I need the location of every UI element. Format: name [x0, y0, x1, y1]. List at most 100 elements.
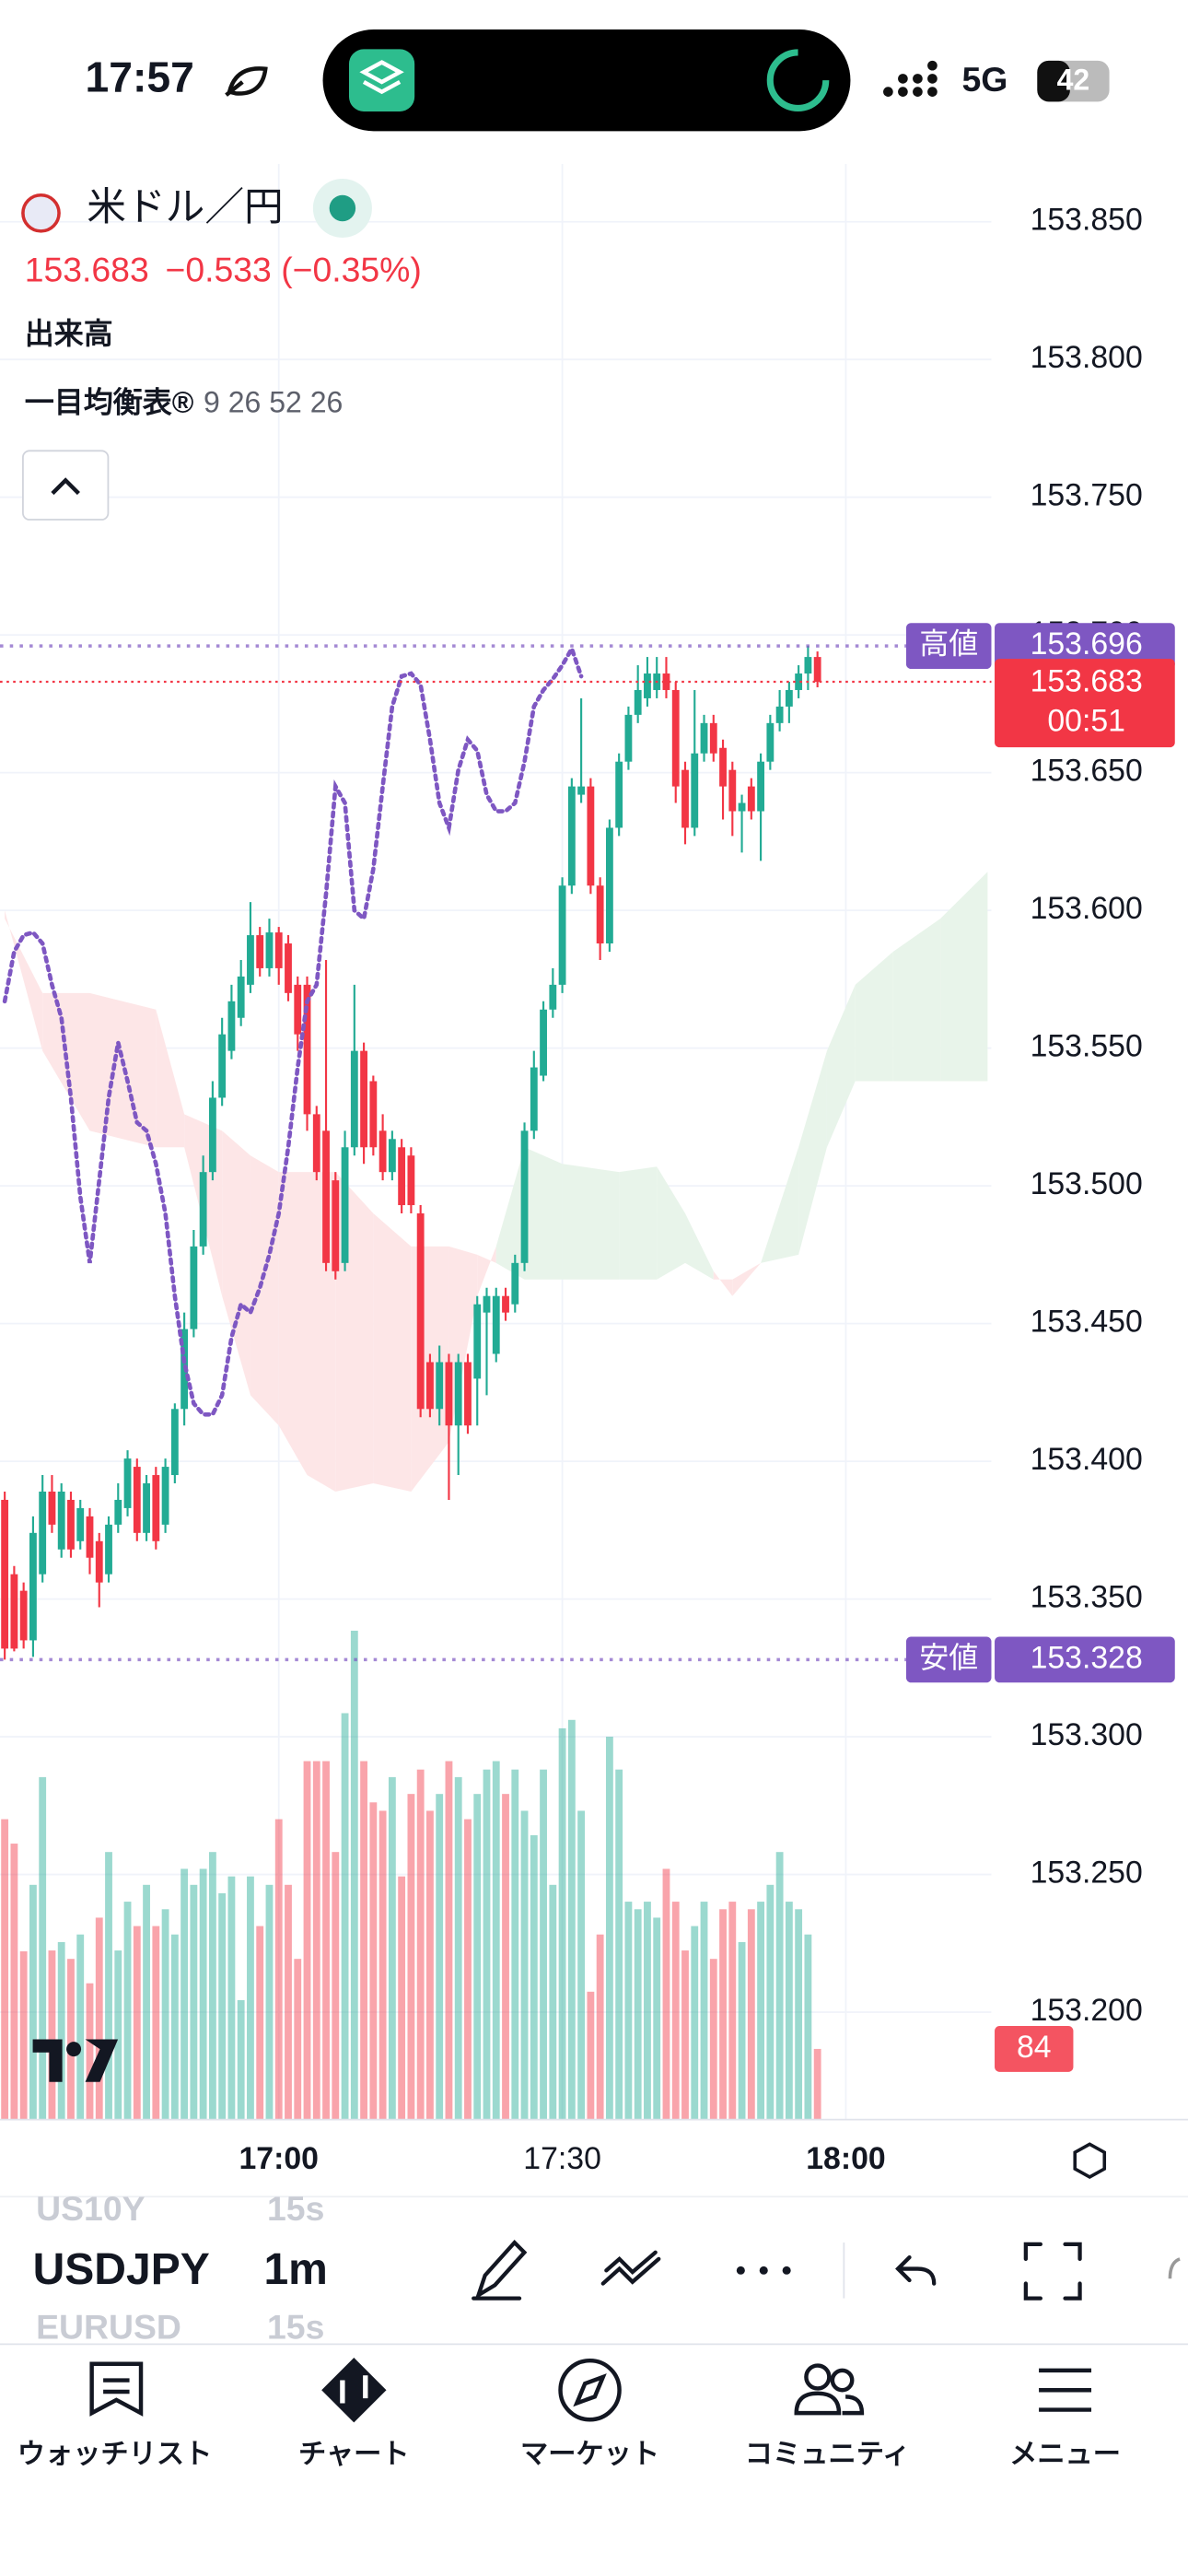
volume-bar [502, 1794, 509, 2120]
nav-label[interactable]: ウォッチリスト [17, 2439, 213, 2469]
volume-bar [265, 1884, 274, 2120]
candle-body [691, 753, 699, 828]
y-tick-label: 153.800 [1031, 340, 1143, 375]
candle-body [388, 1139, 396, 1173]
chart-icon[interactable] [321, 2358, 387, 2423]
nav-label[interactable]: メニュー [1009, 2439, 1121, 2469]
network-type: 5G [961, 60, 1007, 99]
market-icon[interactable] [558, 2358, 622, 2422]
interval-selected[interactable]: 1m [263, 2245, 327, 2294]
watchlist-icon[interactable] [89, 2361, 144, 2417]
candle-body [208, 1097, 216, 1173]
activity-ring [766, 49, 830, 111]
community-icon[interactable] [804, 2363, 832, 2391]
candle-body [681, 769, 689, 828]
symbol-option[interactable]: EURUSD [36, 2307, 181, 2346]
volume-bar [728, 1902, 737, 2120]
volume-bar [492, 1761, 500, 2120]
price-line: 153.683 −0.533 (−0.35%) [25, 250, 422, 288]
volume-bar [454, 1776, 462, 2120]
volume-bar [190, 1884, 198, 2120]
cloud-segment [250, 1155, 279, 1426]
candle-body [558, 885, 566, 985]
undo[interactable] [895, 2254, 937, 2286]
nav-label[interactable]: チャート [298, 2439, 410, 2469]
volume-bar [671, 1902, 680, 2120]
price: 153.683 [25, 250, 149, 288]
collapse-button[interactable] [22, 450, 110, 521]
candle-body [360, 1050, 368, 1148]
volume-bar [256, 1926, 264, 2120]
candle-body [161, 1467, 169, 1525]
y-tick-label: 153.250 [1031, 1855, 1143, 1890]
menu-icon[interactable] [1039, 2368, 1092, 2412]
tv-logo [32, 2039, 119, 2082]
candle-body [473, 1304, 482, 1379]
candle-body [587, 786, 595, 886]
candle-body [634, 689, 642, 715]
x-tick-label: 17:30 [523, 2141, 601, 2176]
volume-bar [520, 1810, 529, 2120]
fullscreen[interactable] [1023, 2242, 1082, 2301]
interval-option[interactable]: 15s [267, 2307, 324, 2346]
candle-body [170, 1409, 179, 1476]
trend-tool[interactable] [600, 2250, 661, 2286]
symbol-selected[interactable]: USDJPY [33, 2245, 210, 2294]
y-tick-label: 153.650 [1031, 754, 1143, 789]
candle-body [567, 786, 576, 886]
focus-icon [225, 66, 268, 97]
volume-bar [1, 1819, 9, 2120]
interval-option[interactable]: 15s [267, 2189, 324, 2228]
candle-body [114, 1499, 122, 1525]
extreme-price-tag [995, 623, 1175, 670]
volume-bar [558, 1727, 566, 2120]
nav-label[interactable]: コミュニティ [745, 2439, 911, 2469]
candle-body [624, 714, 633, 762]
cloud-segment [156, 1009, 185, 1148]
chart-icon-glyph [340, 2375, 368, 2404]
volume-bar [39, 1776, 47, 2120]
candle-body [274, 932, 283, 968]
settings-icon[interactable] [1073, 2142, 1107, 2179]
pen-tool[interactable] [472, 2239, 528, 2301]
volume-bar [294, 1959, 302, 2120]
market-status-dot [329, 194, 356, 222]
volume-bar [133, 1926, 141, 2120]
candle-body [199, 1172, 207, 1247]
symbol-name[interactable]: 米ドル／円 [87, 185, 283, 229]
volume-bar [181, 1868, 189, 2120]
price-change: −0.533 (−0.35%) [166, 250, 422, 288]
symbol-option[interactable]: US10Y [36, 2189, 145, 2228]
lagging-span [2, 643, 584, 1417]
y-tick-label: 153.850 [1031, 203, 1143, 238]
candle-body [766, 722, 775, 762]
candle-body [644, 673, 651, 698]
y-tick-label: 153.450 [1031, 1305, 1143, 1340]
volume-bar [577, 1810, 586, 2120]
volume-bar [511, 1769, 519, 2120]
candle-body [454, 1362, 462, 1426]
cloud-segment [222, 1130, 250, 1396]
cloud-segment [855, 951, 893, 1082]
indicator-line[interactable]: 一目均衡表® 9 26 52 26 [25, 386, 344, 419]
cloud-segment [798, 1050, 827, 1255]
volume-indicator-label[interactable]: 出来高 [25, 317, 113, 350]
volume-bar [218, 1892, 227, 2120]
volume-bar [624, 1902, 633, 2120]
volume-bar [549, 1884, 557, 2120]
candle-body [1, 1499, 9, 1649]
volume-bar [19, 1950, 28, 2120]
candle-body [237, 976, 245, 1018]
candle-body [407, 1155, 415, 1206]
volume-bar [29, 1884, 37, 2120]
nav-label[interactable]: マーケット [520, 2439, 659, 2469]
candle-body [738, 802, 746, 812]
volume-bar [634, 1909, 642, 2120]
indicator-name: 一目均衡表® [25, 386, 194, 419]
candle-body [133, 1467, 141, 1533]
volume-bar [285, 1884, 292, 2120]
volume-bar [445, 1761, 453, 2120]
candle-body [795, 673, 803, 690]
candle-body [10, 1574, 18, 1649]
